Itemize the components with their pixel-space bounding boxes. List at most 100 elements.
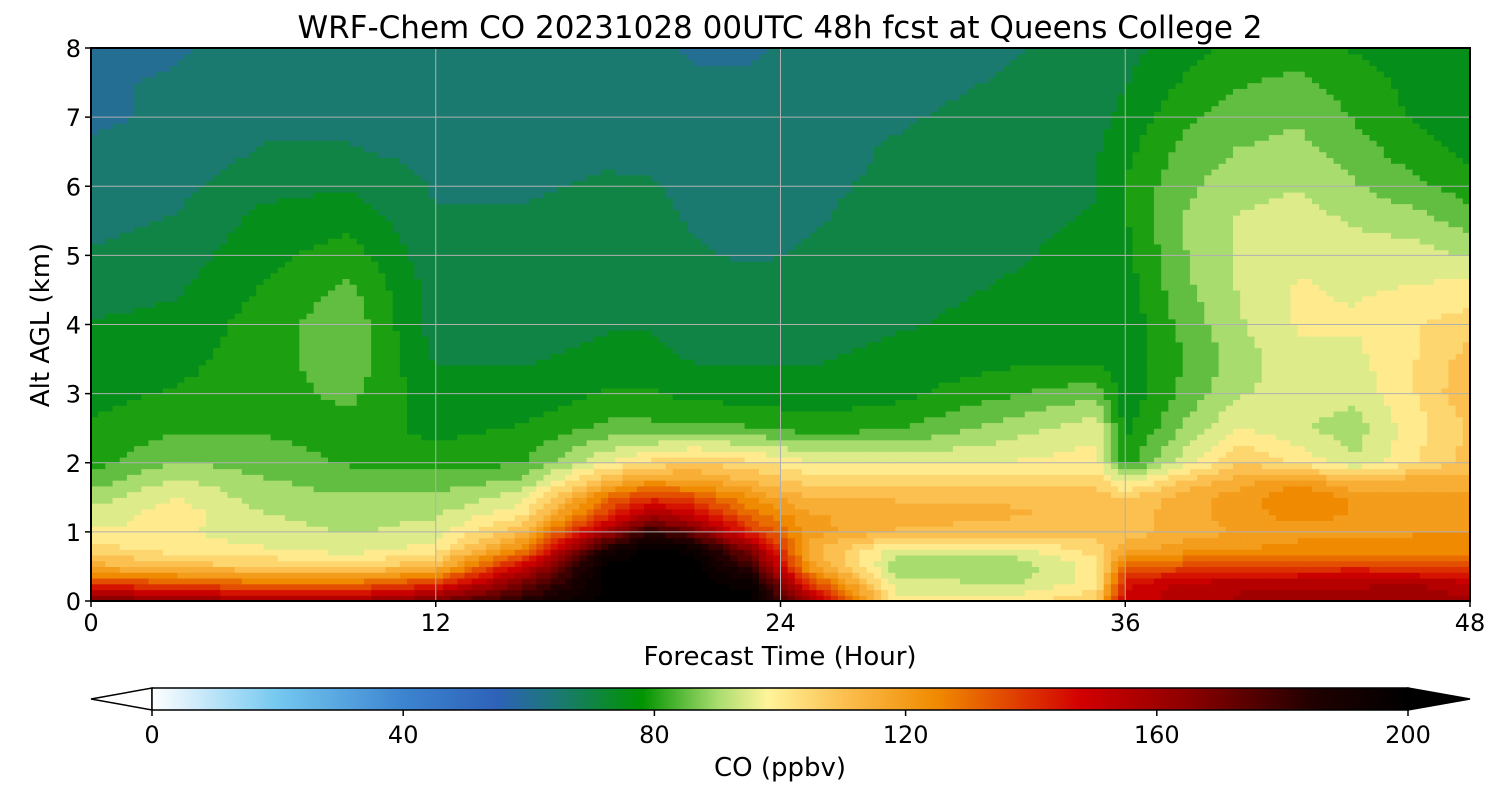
co-field-cell bbox=[1232, 537, 1241, 544]
co-field-cell bbox=[1276, 543, 1284, 550]
co-field-cell bbox=[909, 456, 918, 464]
co-field-cell bbox=[342, 485, 351, 493]
co-field-cell bbox=[988, 583, 997, 591]
co-field-cell bbox=[615, 462, 624, 470]
co-field-cell bbox=[1247, 589, 1256, 596]
co-field-cell bbox=[751, 583, 760, 591]
co-field-cell bbox=[888, 462, 897, 470]
co-field-cell bbox=[1247, 543, 1256, 550]
co-field-cell bbox=[701, 503, 710, 510]
co-field-cell bbox=[916, 503, 925, 510]
co-field-cell bbox=[1067, 549, 1076, 556]
co-field-cell bbox=[1139, 451, 1148, 458]
co-field-cell bbox=[292, 577, 300, 585]
co-field-cell bbox=[830, 480, 839, 487]
co-field-cell bbox=[1355, 480, 1363, 487]
co-field-cell bbox=[1089, 456, 1098, 464]
co-field-cell bbox=[1110, 474, 1119, 481]
co-field-cell bbox=[299, 468, 308, 475]
co-field-cell bbox=[773, 451, 782, 458]
co-field-cell bbox=[708, 503, 717, 510]
co-field-cell bbox=[1369, 462, 1378, 470]
co-field-cell bbox=[737, 566, 746, 573]
co-field-cell bbox=[974, 531, 983, 539]
co-field-cell bbox=[213, 520, 221, 527]
co-field-cell bbox=[687, 566, 695, 573]
co-field-cell bbox=[1017, 474, 1026, 481]
co-field-cell bbox=[205, 514, 214, 521]
co-field-cell bbox=[1268, 566, 1277, 573]
co-field-cell bbox=[1326, 491, 1335, 498]
co-field-cell bbox=[1297, 566, 1306, 573]
co-field-cell bbox=[931, 497, 940, 504]
co-field-cell bbox=[256, 549, 264, 556]
co-field-cell bbox=[205, 485, 214, 493]
co-field-cell bbox=[1225, 537, 1234, 544]
co-field-cell bbox=[608, 577, 616, 585]
co-field-cell bbox=[952, 549, 961, 556]
co-field-cell bbox=[665, 526, 674, 533]
co-field-cell bbox=[249, 572, 257, 579]
co-field-cell bbox=[385, 491, 394, 498]
co-field-cell bbox=[407, 549, 415, 556]
co-field-cell bbox=[881, 560, 889, 568]
co-field-cell bbox=[284, 462, 293, 470]
co-field-cell bbox=[931, 589, 940, 596]
co-field-cell bbox=[557, 554, 566, 562]
co-field-cell bbox=[385, 468, 394, 475]
co-field-cell bbox=[550, 451, 559, 458]
co-field-cell bbox=[292, 456, 300, 464]
co-field-cell bbox=[227, 583, 236, 591]
co-field-cell bbox=[126, 491, 135, 498]
co-field-cell bbox=[1039, 520, 1047, 527]
co-field-cell bbox=[881, 583, 889, 591]
co-field-cell bbox=[119, 456, 128, 464]
co-field-cell bbox=[895, 531, 904, 539]
co-field-cell bbox=[1369, 583, 1378, 591]
co-field-cell bbox=[1110, 508, 1119, 516]
co-field-cell bbox=[751, 566, 760, 573]
co-field-cell bbox=[1053, 456, 1062, 464]
co-field-cell bbox=[1254, 520, 1263, 527]
co-field-cell bbox=[493, 503, 501, 510]
co-field-cell bbox=[751, 531, 760, 539]
co-field-cell bbox=[514, 480, 523, 487]
co-field-cell bbox=[995, 456, 1004, 464]
co-field-cell bbox=[1426, 543, 1435, 550]
co-field-cell bbox=[1089, 577, 1098, 585]
co-field-cell bbox=[1261, 531, 1270, 539]
co-field-cell bbox=[1146, 549, 1155, 556]
co-field-cell bbox=[205, 526, 214, 533]
co-field-cell bbox=[1161, 503, 1169, 510]
co-field-cell bbox=[895, 462, 904, 470]
co-field-cell bbox=[550, 549, 559, 556]
co-field-cell bbox=[91, 485, 99, 493]
co-field-cell bbox=[981, 560, 990, 568]
co-field-cell bbox=[723, 543, 731, 550]
co-field-cell bbox=[162, 451, 171, 458]
co-field-cell bbox=[1276, 491, 1284, 498]
co-field-cell bbox=[945, 560, 954, 568]
co-field-cell bbox=[1441, 508, 1450, 516]
co-field-cell bbox=[270, 451, 279, 458]
co-field-cell bbox=[1276, 456, 1284, 464]
co-field-cell bbox=[1024, 491, 1033, 498]
co-field-cell bbox=[579, 520, 588, 527]
co-field-cell bbox=[241, 491, 250, 498]
co-field-cell bbox=[672, 468, 681, 475]
co-field-cell bbox=[270, 508, 279, 516]
co-field-cell bbox=[658, 474, 667, 481]
co-field-cell bbox=[306, 497, 315, 504]
co-field-cell bbox=[256, 462, 264, 470]
co-field-cell bbox=[608, 595, 616, 601]
co-field-cell bbox=[1434, 595, 1442, 601]
co-field-cell bbox=[105, 485, 114, 493]
co-field-cell bbox=[593, 560, 602, 568]
co-field-cell bbox=[1412, 491, 1421, 498]
co-field-cell bbox=[162, 572, 171, 579]
co-field-cell bbox=[651, 560, 659, 568]
co-field-cell bbox=[1204, 595, 1213, 601]
co-field-cell bbox=[435, 503, 444, 510]
co-field-cell bbox=[909, 497, 918, 504]
co-field-cell bbox=[967, 462, 976, 470]
